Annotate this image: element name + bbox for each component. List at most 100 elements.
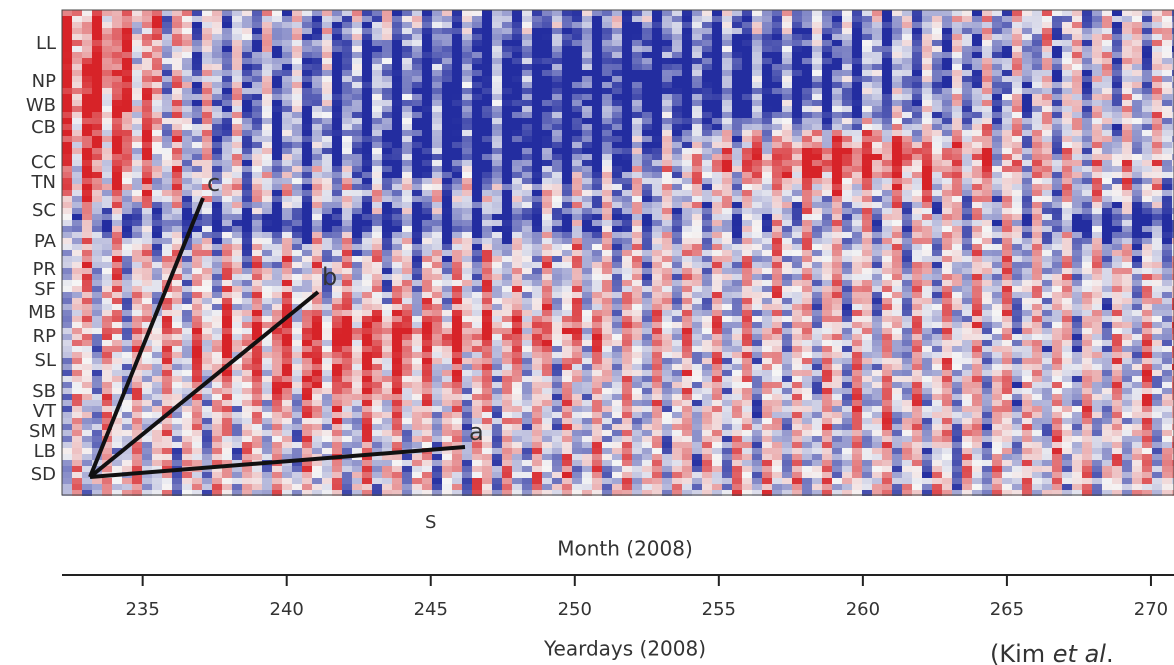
heatmap-cell	[572, 178, 582, 184]
heatmap-cell	[342, 214, 352, 220]
heatmap-cell	[412, 238, 422, 244]
heatmap-cell	[372, 16, 382, 22]
heatmap-cell	[352, 154, 362, 160]
heatmap-cell	[302, 214, 312, 220]
heatmap-cell	[892, 88, 902, 94]
heatmap-cell	[1032, 172, 1042, 178]
heatmap-cell	[122, 178, 132, 184]
heatmap-cell	[592, 136, 602, 142]
heatmap-cell	[862, 226, 872, 232]
heatmap-cell	[972, 226, 982, 232]
heatmap-cell	[452, 202, 462, 208]
heatmap-cell	[972, 118, 982, 124]
heatmap-cell	[282, 166, 292, 172]
heatmap-cell	[442, 142, 452, 148]
heatmap-cell	[882, 124, 892, 130]
heatmap-cell	[272, 190, 282, 196]
heatmap-cell	[922, 232, 932, 238]
heatmap-cell	[1152, 232, 1162, 238]
heatmap-cell	[892, 112, 902, 118]
heatmap-cell	[1062, 232, 1072, 238]
heatmap-cell	[822, 88, 832, 94]
heatmap-cell	[542, 226, 552, 232]
heatmap-cell	[502, 76, 512, 82]
heatmap-cell	[962, 94, 972, 100]
heatmap-cell	[72, 256, 82, 262]
heatmap-cell	[1092, 226, 1102, 232]
heatmap-cell	[312, 202, 322, 208]
heatmap-cell	[1062, 262, 1072, 268]
heatmap-cell	[462, 244, 472, 250]
heatmap-cell	[752, 136, 762, 142]
heatmap-cell	[272, 142, 282, 148]
heatmap-cell	[1082, 238, 1092, 244]
heatmap-cell	[772, 196, 782, 202]
heatmap-cell	[512, 268, 522, 274]
heatmap-cell	[392, 34, 402, 40]
heatmap-cell	[1042, 70, 1052, 76]
heatmap-cell	[652, 82, 662, 88]
heatmap-cell	[252, 94, 262, 100]
heatmap-cell	[922, 100, 932, 106]
heatmap-cell	[562, 238, 572, 244]
heatmap-cell	[442, 256, 452, 262]
heatmap-cell	[772, 22, 782, 28]
heatmap-cell	[762, 118, 772, 124]
heatmap-cell	[842, 148, 852, 154]
heatmap-cell	[912, 196, 922, 202]
heatmap-cell	[522, 106, 532, 112]
heatmap-cell	[592, 250, 602, 256]
heatmap-cell	[412, 160, 422, 166]
heatmap-cell	[622, 34, 632, 40]
heatmap-cell	[932, 166, 942, 172]
heatmap-cell	[692, 10, 702, 16]
heatmap-cell	[272, 232, 282, 238]
heatmap-cell	[1132, 124, 1142, 130]
heatmap-cell	[832, 214, 842, 220]
heatmap-cell	[802, 202, 812, 208]
heatmap-cell	[902, 166, 912, 172]
heatmap-cell	[92, 46, 102, 52]
heatmap-cell	[412, 58, 422, 64]
heatmap-cell	[572, 148, 582, 154]
heatmap-cell	[232, 88, 242, 94]
heatmap-cell	[1112, 154, 1122, 160]
heatmap-cell	[522, 178, 532, 184]
heatmap-cell	[802, 28, 812, 34]
heatmap-cell	[312, 172, 322, 178]
heatmap-cell	[832, 232, 842, 238]
heatmap-cell	[782, 244, 792, 250]
heatmap-cell	[1042, 100, 1052, 106]
heatmap-cell	[912, 220, 922, 226]
heatmap-cell	[352, 52, 362, 58]
heatmap-cell	[632, 52, 642, 58]
heatmap-cell	[382, 10, 392, 16]
heatmap-cell	[172, 34, 182, 40]
heatmap-cell	[1052, 148, 1062, 154]
heatmap-cell	[342, 28, 352, 34]
heatmap-cell	[872, 52, 882, 58]
heatmap-cell	[222, 160, 232, 166]
heatmap-cell	[652, 148, 662, 154]
heatmap-cell	[1162, 268, 1172, 274]
heatmap-cell	[512, 148, 522, 154]
heatmap-cell	[1122, 88, 1132, 94]
heatmap-cell	[432, 76, 442, 82]
heatmap-cell	[932, 16, 942, 22]
heatmap-cell	[682, 256, 692, 262]
heatmap-cell	[422, 46, 432, 52]
heatmap-cell	[712, 82, 722, 88]
heatmap-cell	[822, 232, 832, 238]
heatmap-cell	[952, 70, 962, 76]
heatmap-cell	[1052, 88, 1062, 94]
heatmap-cell	[832, 172, 842, 178]
heatmap-cell	[882, 154, 892, 160]
heatmap-cell	[332, 160, 342, 166]
heatmap-cell	[942, 64, 952, 70]
heatmap-cell	[852, 166, 862, 172]
heatmap-cell	[982, 94, 992, 100]
heatmap-cell	[1152, 208, 1162, 214]
heatmap-cell	[712, 178, 722, 184]
heatmap-cell	[742, 262, 752, 268]
heatmap-cell	[332, 94, 342, 100]
